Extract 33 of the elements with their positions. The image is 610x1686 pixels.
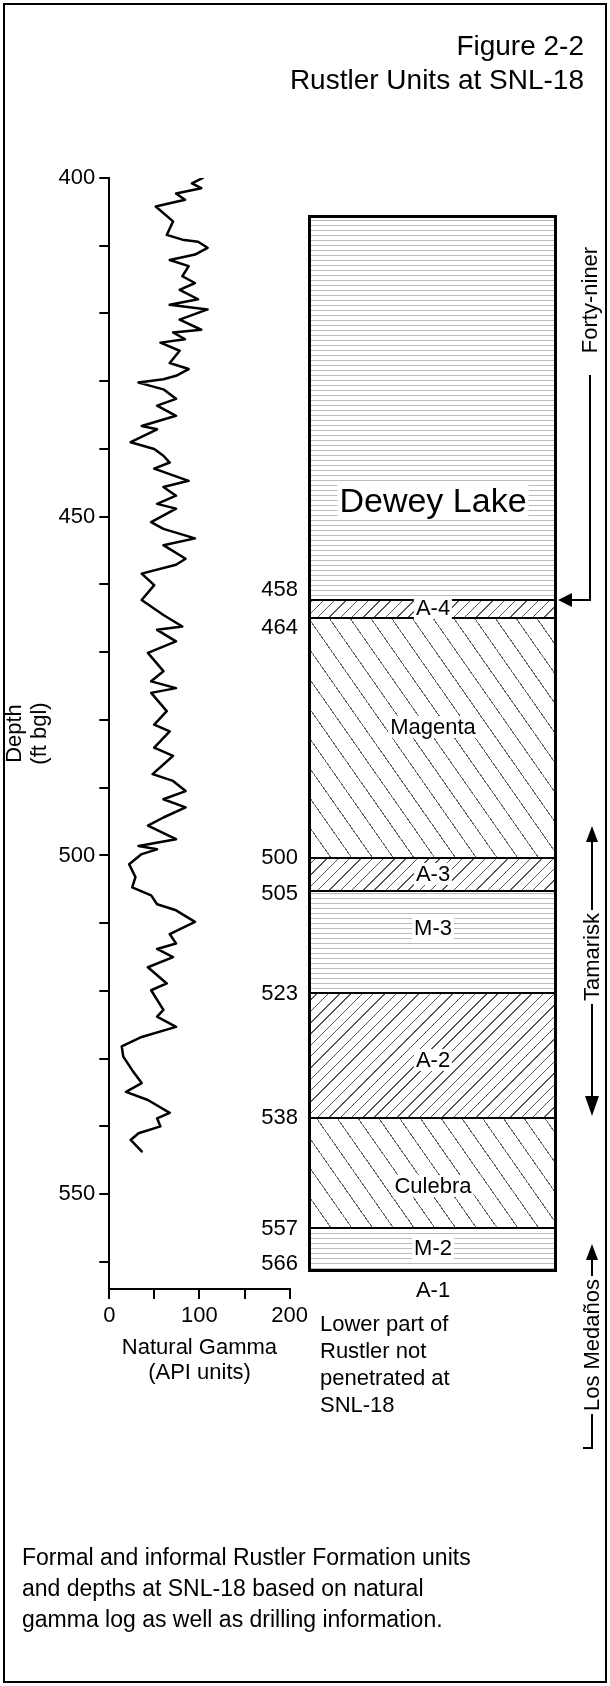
category-label: A-4 (413, 595, 453, 620)
text: Formal and informal Rustler Formation units and depths at SNL-18 based on natural gamma log as well as drilling information. (22, 1543, 472, 1634)
category-label: M-2 (412, 1235, 454, 1260)
category-label: M-3 (412, 915, 454, 940)
annotation: 557 (261, 1215, 298, 1240)
annotation: 458 (261, 576, 298, 601)
category-label: Culebra (392, 1173, 474, 1198)
y-tick-label: 500 (58, 841, 96, 867)
annotation: 500 (261, 844, 298, 869)
text: Tamarisk (579, 909, 604, 1005)
text: Figure 2-2 (456, 30, 584, 62)
category-label: Magenta (388, 714, 478, 739)
annotation: 538 (261, 1104, 298, 1129)
category-label: A-2 (413, 1047, 453, 1072)
annotation: 464 (261, 614, 298, 639)
text: Forty-niner (577, 243, 602, 357)
category-label: A-1 (414, 1277, 452, 1302)
text: Los Medaños (579, 1275, 604, 1415)
y-tick-label: 450 (58, 502, 96, 528)
x-axis-title: Natural Gamma (API units) (121, 1334, 278, 1385)
annotation: 505 (261, 880, 298, 905)
category-label: A-3 (413, 861, 453, 886)
text: Rustler Units at SNL-18 (289, 64, 584, 96)
x-tick-label: 200 (271, 1302, 309, 1328)
y-tick-label: 550 (58, 1180, 96, 1206)
x-tick-label: 100 (181, 1302, 218, 1328)
category-label: Dewey Lake (337, 481, 529, 519)
y-axis-title: Depth (ft bgl) (0, 702, 52, 765)
annotation: 523 (261, 980, 298, 1005)
y-tick-label: 400 (58, 164, 96, 190)
text: Lower part of Rustler not penetrated at SNL-18 (320, 1310, 451, 1418)
x-tick-label: 0 (103, 1302, 116, 1328)
annotation: 566 (261, 1250, 298, 1275)
